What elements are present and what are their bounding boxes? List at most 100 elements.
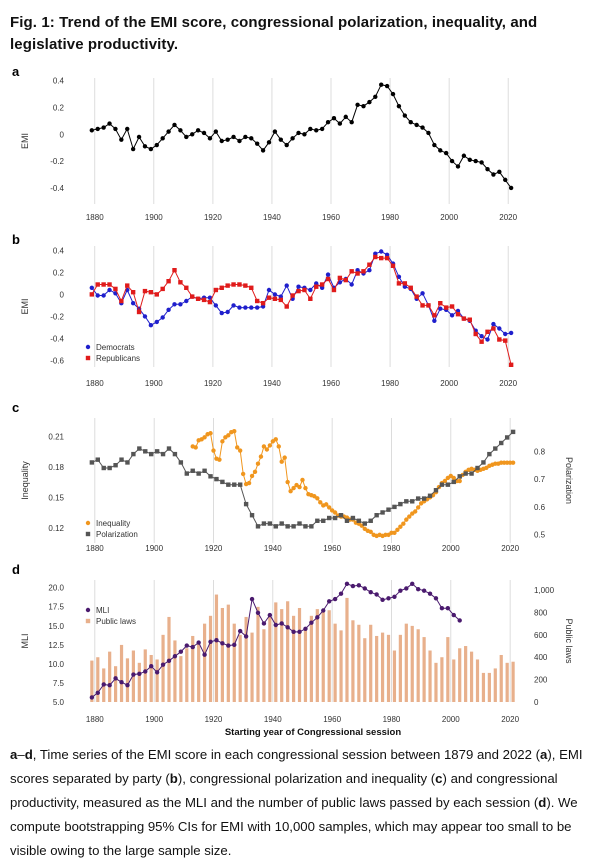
data-point [445,606,451,611]
bar [446,637,450,702]
data-point [451,475,456,481]
y-tick-label: 10.0 [48,660,64,669]
bar [458,648,462,702]
data-point [178,460,184,465]
x-tick-label: 1940 [263,213,281,222]
data-point [243,283,248,288]
data-point [343,114,348,120]
x-tick-label: 1960 [323,544,341,553]
data-point [356,518,362,523]
data-point [130,290,136,295]
data-point [296,284,301,289]
data-point [208,431,213,436]
data-point [300,477,305,483]
bar [333,623,337,702]
data-point [290,136,295,141]
data-point [273,524,278,529]
data-point [213,303,219,308]
y-right-tick-label: 0.6 [534,503,546,512]
data-point [113,126,118,132]
data-point [249,285,254,290]
data-point [379,249,384,254]
y-tick-label: -0.6 [50,356,64,365]
data-point [390,263,396,268]
data-point [504,435,510,440]
data-point [279,459,284,464]
data-point [479,334,484,339]
data-point [319,285,325,290]
x-tick-label: 1900 [145,544,163,553]
data-point [142,144,148,149]
y-right-tick-label: 600 [534,631,548,640]
panel-label: a [12,64,20,79]
data-point [455,164,461,169]
x-tick-label: 1940 [263,379,281,388]
data-point [261,621,267,626]
data-point [211,448,216,453]
data-point [355,271,360,276]
data-point [291,485,296,491]
data-point [344,518,350,523]
data-point [207,136,213,141]
data-point [355,268,360,273]
data-point [319,282,325,287]
data-point [473,331,478,337]
data-point [154,142,159,148]
bar [375,635,379,702]
data-point [461,316,467,321]
data-point [243,134,248,140]
legend-marker [85,607,91,613]
legend-label: Republicans [96,354,140,363]
bar [434,662,438,702]
data-point [190,294,195,299]
data-point [331,116,337,121]
bar [297,607,302,702]
data-point [291,524,296,529]
data-point [154,670,160,675]
data-point [130,146,136,152]
data-point [432,318,437,323]
data-point [243,501,249,507]
data-point [396,281,402,286]
data-point [386,507,391,512]
data-point [410,581,415,587]
y-right-tick-label: 0 [534,698,539,707]
data-point [231,282,236,287]
data-point [285,625,290,630]
data-point [380,597,385,603]
x-tick-label: 1900 [145,213,163,222]
data-point [324,502,329,507]
y-tick-label: -0.4 [50,334,64,343]
data-point [214,638,219,643]
data-point [95,282,100,287]
data-point [143,449,148,454]
bar [345,597,349,702]
data-point [142,314,148,319]
data-point [232,482,237,487]
data-point [443,150,449,156]
y-tick-label: 15.0 [48,622,64,631]
data-point [249,305,254,310]
data-point [325,272,331,277]
x-tick-label: 1960 [322,379,340,388]
data-point [246,480,252,486]
bar [493,668,497,702]
data-point [172,451,178,457]
data-point [232,642,237,648]
data-point [384,83,390,89]
data-point [101,465,106,471]
data-point [226,643,231,648]
data-point [497,337,502,342]
x-tick-label: 2000 [442,544,460,553]
bar [274,602,278,702]
data-point [166,446,172,451]
bar [149,654,153,702]
data-point [414,122,419,128]
data-point [178,280,183,285]
x-tick-label: 2020 [501,715,519,724]
bar [464,646,468,702]
bar [505,662,509,702]
data-point [107,683,112,688]
data-point [457,478,462,484]
data-point [252,469,258,475]
